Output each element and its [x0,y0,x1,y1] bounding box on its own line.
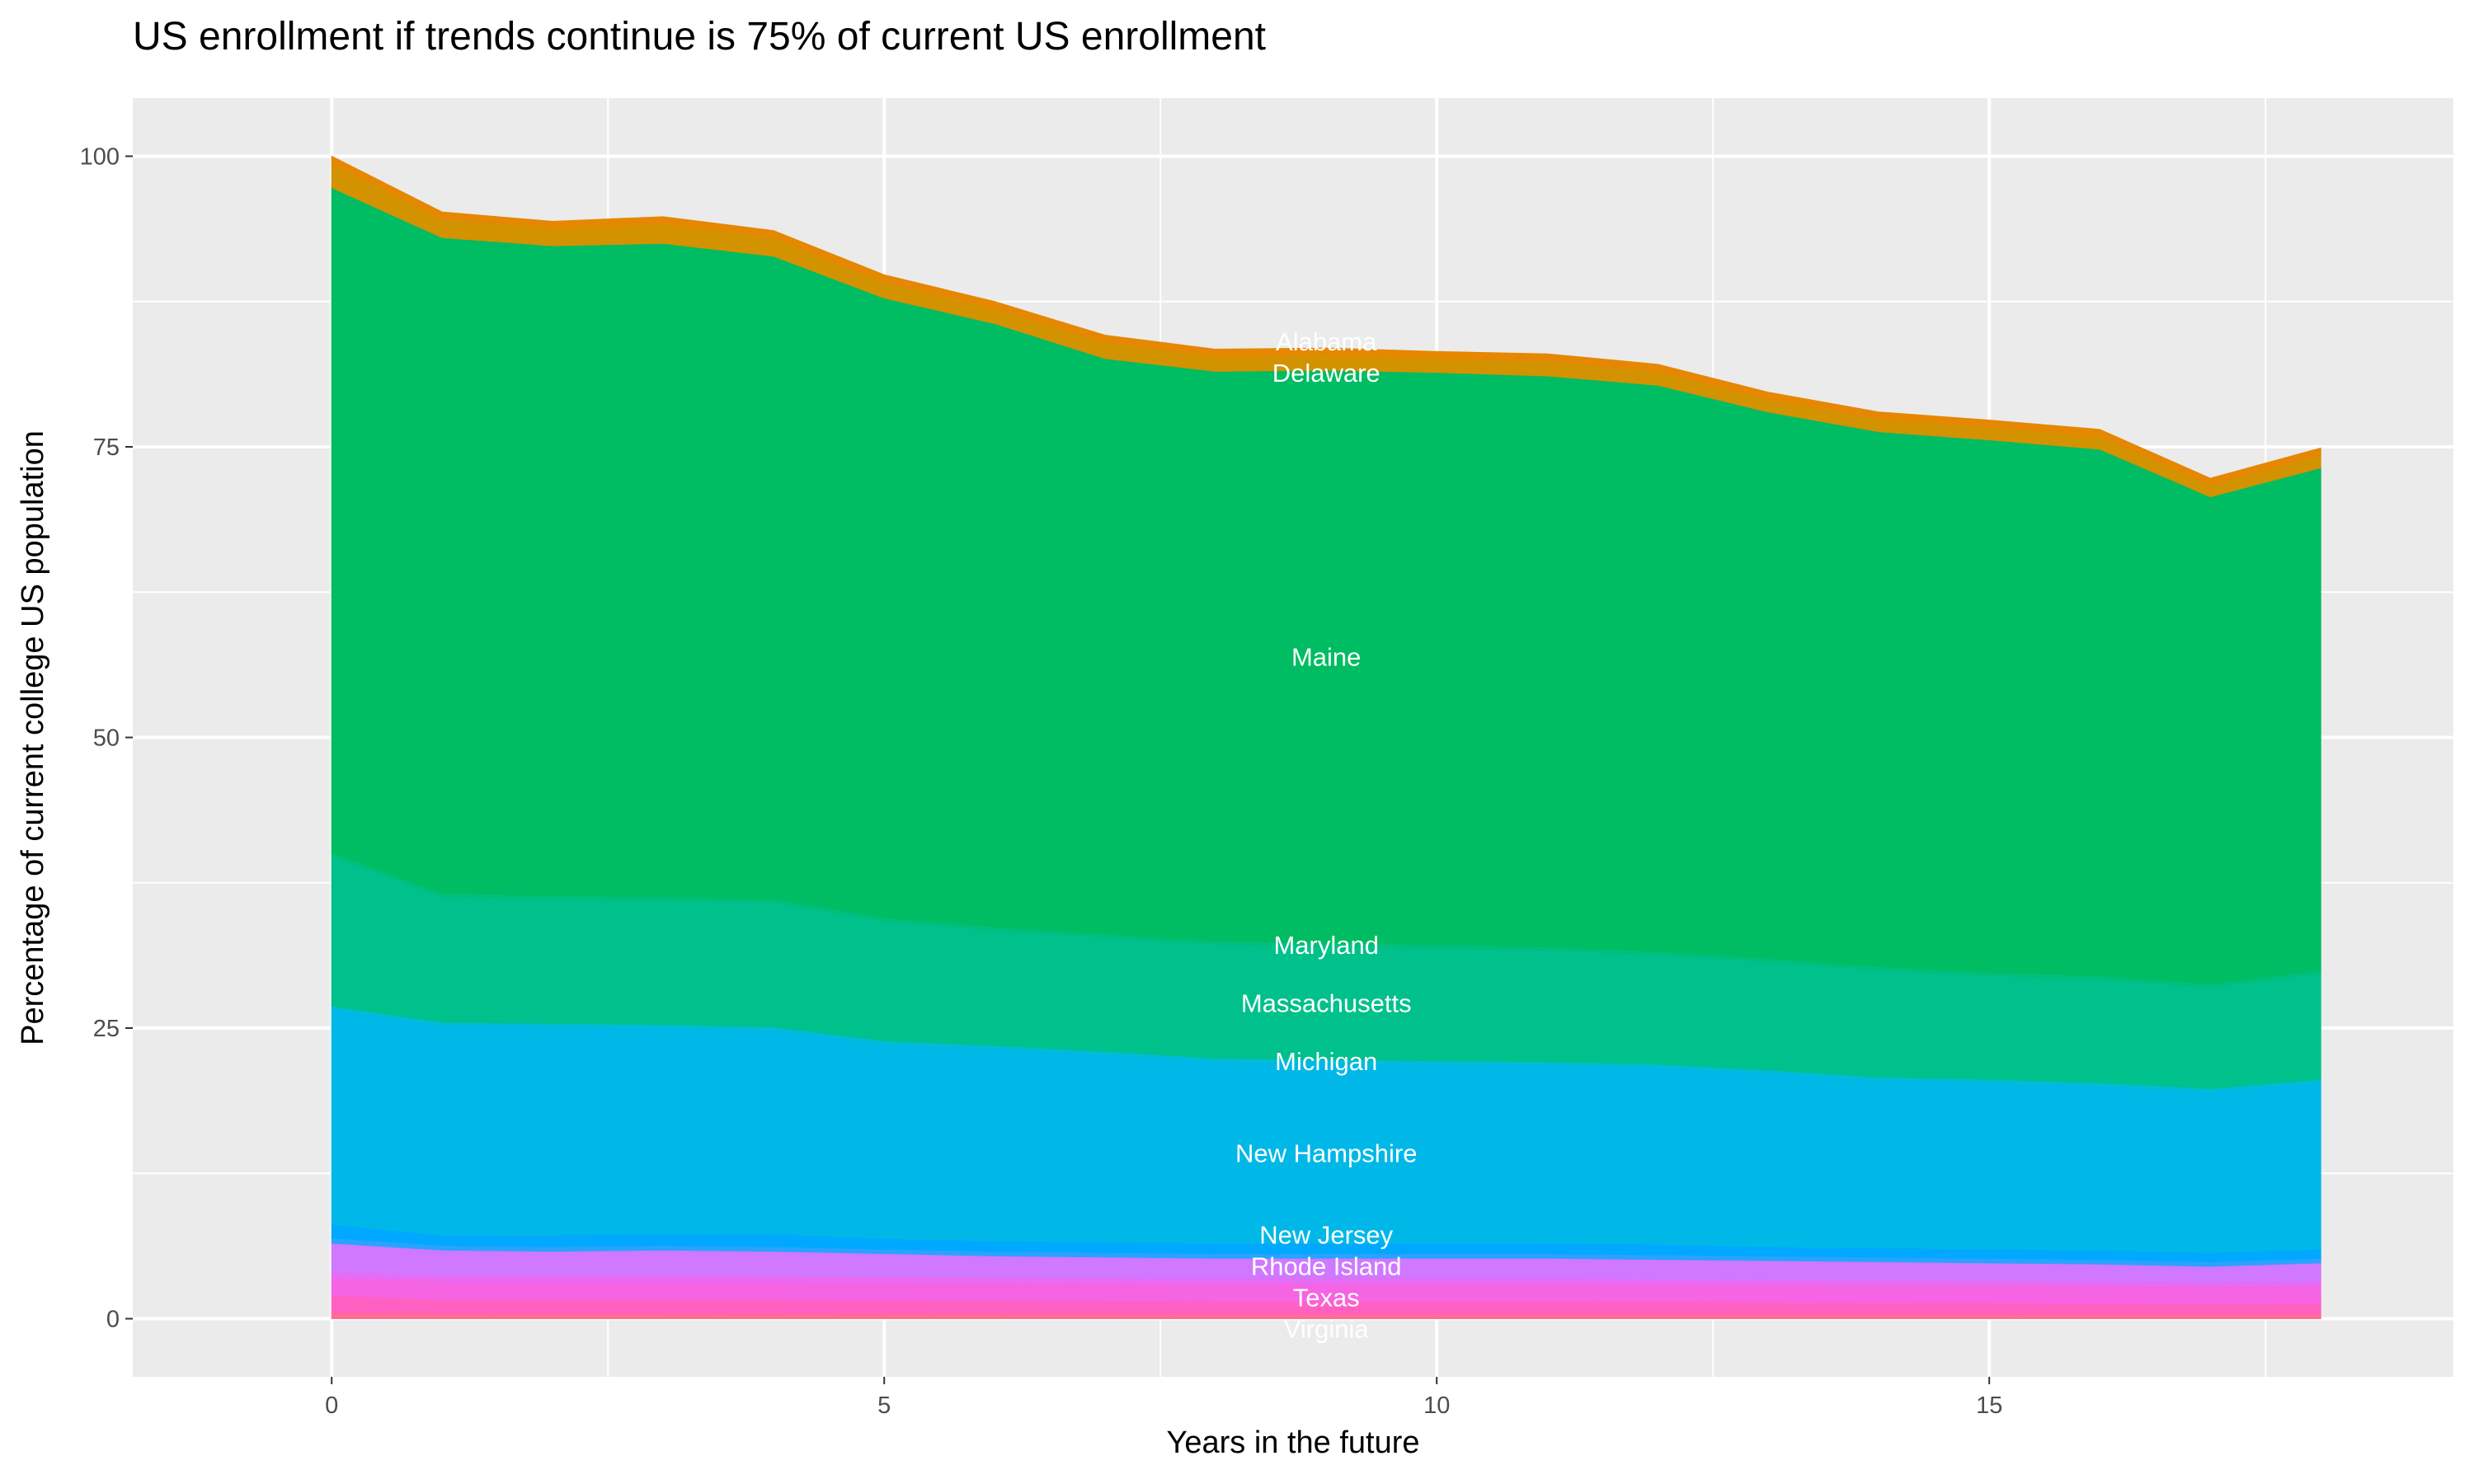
series-label: Rhode Island [1251,1252,1402,1280]
series-label: Massachusetts [1241,989,1412,1018]
series-label: New Jersey [1259,1220,1393,1249]
y-tick-label: 75 [93,434,120,461]
series-label: Texas [1293,1283,1360,1312]
series-label: Maine [1291,643,1361,672]
area-layers [331,155,2321,1319]
y-tick-label: 50 [93,726,120,752]
x-axis-title: Years in the future [1166,1425,1419,1460]
y-axis-title: Percentage of current college US populat… [16,430,50,1045]
y-tick-label: 25 [93,1016,120,1042]
series-label: Virginia [1284,1314,1370,1343]
y-tick-label: 0 [106,1307,120,1333]
x-axis-ticks: 0 5 10 15 [325,1377,2002,1419]
x-tick-label: 10 [1423,1392,1450,1419]
series-label: Michigan [1275,1047,1377,1076]
y-axis-ticks: 0 25 50 75 100 [80,144,133,1333]
series-label: New Hampshire [1235,1139,1418,1168]
chart-title: US enrollment if trends continue is 75% … [133,15,1266,59]
series-label: Delaware [1272,359,1380,387]
series-label: Alabama [1276,327,1377,356]
x-tick-label: 5 [877,1392,891,1419]
series-label: Maryland [1273,931,1379,960]
x-tick-label: 15 [1976,1392,2002,1419]
area-alabama [331,155,2321,486]
x-tick-label: 0 [325,1392,338,1419]
y-tick-label: 100 [80,144,120,171]
